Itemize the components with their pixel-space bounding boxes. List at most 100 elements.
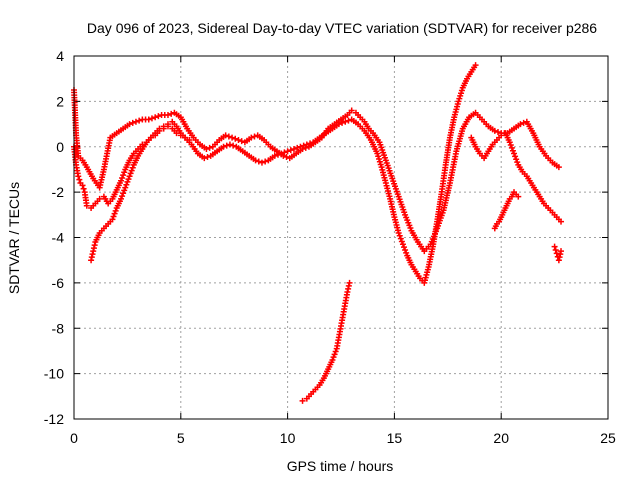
data-point xyxy=(164,123,171,130)
chart-title: Day 096 of 2023, Sidereal Day-to-day VTE… xyxy=(87,20,597,36)
data-point xyxy=(235,136,242,143)
data-point xyxy=(204,153,211,160)
data-point xyxy=(284,148,291,155)
data-point xyxy=(226,141,233,148)
data-point xyxy=(513,156,520,163)
y-tick-label: -12 xyxy=(44,411,64,427)
data-point xyxy=(307,140,314,147)
data-point xyxy=(225,133,232,140)
data-point xyxy=(494,129,501,136)
data-point xyxy=(229,134,236,141)
data-point xyxy=(396,232,403,239)
data-point xyxy=(120,190,127,197)
data-point xyxy=(395,229,402,236)
data-point xyxy=(558,218,565,225)
data-point xyxy=(132,118,139,125)
data-point xyxy=(294,144,301,151)
data-point xyxy=(96,195,103,202)
data-point xyxy=(346,279,353,286)
x-tick-label: 5 xyxy=(177,430,185,446)
data-point xyxy=(300,142,307,149)
data-point xyxy=(402,246,409,253)
data-point xyxy=(203,146,210,153)
data-point xyxy=(80,185,87,192)
data-point xyxy=(472,62,479,69)
data-point xyxy=(125,176,132,183)
data-point xyxy=(297,143,304,150)
data-point xyxy=(329,357,336,364)
data-point xyxy=(558,248,565,255)
data-point xyxy=(122,184,129,191)
data-point xyxy=(281,149,288,156)
y-tick-label: -2 xyxy=(52,184,65,200)
data-point xyxy=(111,210,118,217)
data-point xyxy=(127,170,134,177)
data-point xyxy=(129,119,136,126)
y-tick-label: 2 xyxy=(56,93,64,109)
data-point xyxy=(75,173,82,180)
data-point xyxy=(332,348,339,355)
data-point xyxy=(339,119,346,126)
data-point xyxy=(126,121,133,128)
data-point xyxy=(186,136,193,143)
data-point xyxy=(491,127,498,134)
data-point xyxy=(291,146,298,153)
data-point xyxy=(112,207,119,214)
data-point xyxy=(206,144,213,151)
data-point xyxy=(152,114,159,121)
data-point xyxy=(128,167,135,174)
data-point xyxy=(271,152,278,159)
data-point xyxy=(230,142,237,149)
data-point xyxy=(283,153,290,160)
data-point xyxy=(331,351,338,358)
data-point xyxy=(121,187,128,194)
data-point xyxy=(551,243,558,250)
data-point xyxy=(517,121,524,128)
x-tick-label: 20 xyxy=(493,430,509,446)
data-point xyxy=(274,151,281,158)
data-markers xyxy=(71,62,565,404)
y-tick-label: -6 xyxy=(52,275,65,291)
data-point xyxy=(255,158,262,165)
data-point xyxy=(76,176,83,183)
data-point xyxy=(201,155,208,162)
data-point xyxy=(507,142,514,149)
series-track-a xyxy=(71,87,562,255)
series-track-d xyxy=(299,279,353,404)
data-point xyxy=(299,397,306,404)
data-point xyxy=(117,195,124,202)
plot-frame xyxy=(73,55,609,420)
data-point xyxy=(303,141,310,148)
data-point xyxy=(136,117,143,124)
data-point xyxy=(145,116,152,123)
x-tick-label: 0 xyxy=(70,430,78,446)
data-point xyxy=(148,115,155,122)
data-point xyxy=(222,132,229,139)
data-point xyxy=(109,216,116,223)
data-point xyxy=(126,173,133,180)
data-point xyxy=(258,159,265,166)
y-tick-label: 0 xyxy=(56,139,64,155)
y-tick-label: -8 xyxy=(52,320,65,336)
data-point xyxy=(177,132,184,139)
data-point xyxy=(164,111,171,118)
data-point xyxy=(79,182,86,189)
data-point xyxy=(403,249,410,256)
data-point xyxy=(168,110,175,117)
data-point xyxy=(155,113,162,120)
series-track-e xyxy=(468,130,565,225)
data-point xyxy=(182,134,189,141)
data-point xyxy=(287,147,294,154)
data-point xyxy=(399,241,406,248)
y-tick-label: -4 xyxy=(52,230,65,246)
data-point xyxy=(173,130,180,137)
data-point xyxy=(520,119,527,126)
data-point xyxy=(156,127,163,134)
data-point xyxy=(506,139,513,146)
data-point xyxy=(119,174,126,181)
data-point xyxy=(498,132,505,139)
